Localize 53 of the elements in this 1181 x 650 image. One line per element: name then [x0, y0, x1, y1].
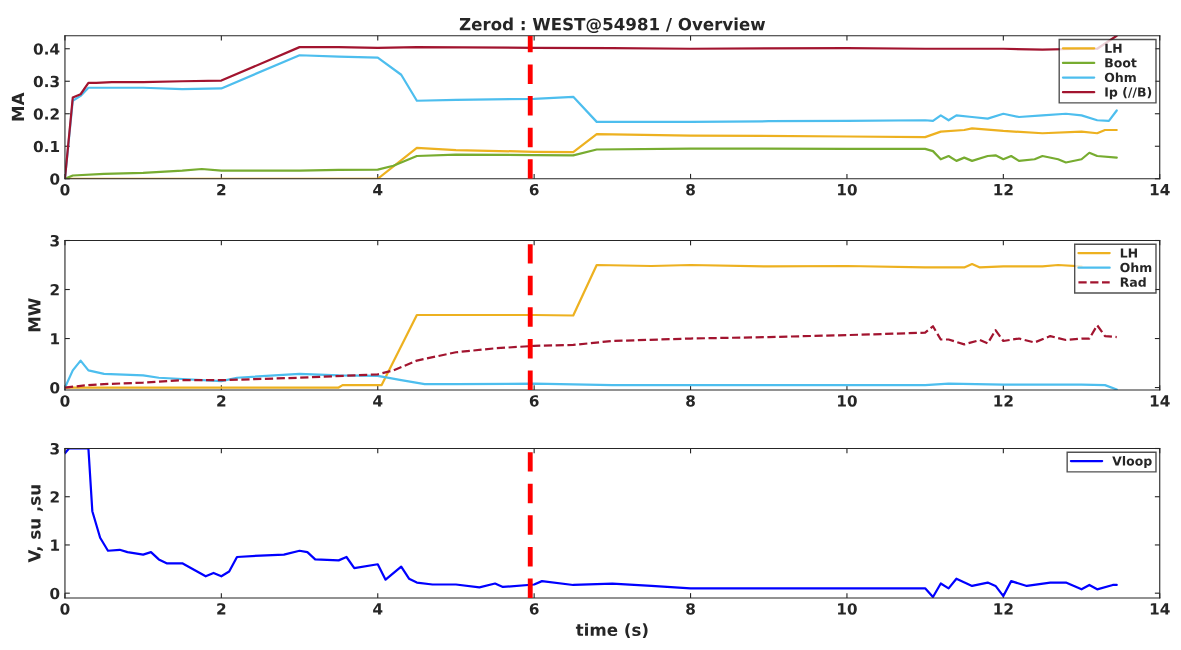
- legend-label: Ip (//B): [1105, 87, 1152, 100]
- x-tick-label: 4: [373, 184, 383, 196]
- y-tick-label: 1: [51, 539, 60, 551]
- legend-label: Ohm: [1104, 72, 1136, 83]
- line-series: [64, 359, 1118, 390]
- x-tick-label: 14: [1150, 603, 1170, 615]
- x-tick-label: 10: [838, 183, 857, 196]
- x-tick-label: 10: [838, 395, 857, 407]
- x-tick-label: 6: [529, 183, 539, 196]
- x-tick-label: 4: [373, 603, 383, 615]
- x-tick-label: 12: [994, 395, 1013, 407]
- y-tick-label: 0: [50, 382, 60, 394]
- x-tick-label: 8: [686, 395, 695, 407]
- legend-label: Vloop: [1112, 456, 1152, 469]
- x-tick-label: 0: [60, 603, 70, 615]
- y-axis-title: V, su ,su: [28, 485, 43, 563]
- x-tick-label: 8: [686, 603, 695, 615]
- x-tick-label: 2: [217, 395, 226, 407]
- x-tick-label: 12: [994, 603, 1013, 615]
- x-tick-label: 0: [60, 395, 70, 407]
- x-tick-label: 4: [373, 395, 383, 407]
- y-tick-label: 3: [50, 442, 59, 455]
- legend-label: Boot: [1105, 58, 1137, 68]
- y-tick-label: 0.2: [33, 108, 59, 120]
- y-tick-label: 0.4: [33, 43, 60, 55]
- x-tick-label: 12: [994, 183, 1013, 196]
- x-tick-label: 6: [529, 603, 539, 615]
- legend-label: LH: [1120, 248, 1137, 258]
- y-tick-label: 0.1: [33, 140, 60, 153]
- y-tick-label: 3: [50, 234, 59, 247]
- legend-label: Ohm: [1120, 262, 1152, 273]
- legend-label: Rad: [1120, 277, 1146, 287]
- legend-label: LH: [1105, 43, 1122, 53]
- y-tick-label: 2: [50, 491, 59, 503]
- x-tick-label: 14: [1150, 395, 1170, 407]
- chart-title: Zerod : WEST@54981 / Overview: [459, 17, 766, 34]
- x-tick-label: 2: [217, 603, 226, 615]
- line-series: [64, 324, 1118, 389]
- y-tick-label: 0.3: [33, 75, 59, 88]
- line-series: [64, 147, 1118, 179]
- x-tick-label: 8: [686, 183, 695, 196]
- y-tick-label: 1: [51, 333, 60, 345]
- x-tick-label: 0: [60, 183, 70, 196]
- y-axis-title: MW: [28, 298, 41, 332]
- y-axis-title: MA: [11, 92, 25, 121]
- x-tick-label: 10: [838, 603, 857, 615]
- y-tick-label: 0: [50, 173, 60, 185]
- y-tick-label: 2: [50, 283, 59, 296]
- x-tick-label: 2: [217, 183, 226, 196]
- x-tick-label: 14: [1150, 184, 1170, 196]
- y-tick-label: 0: [50, 587, 60, 600]
- x-axis-title: time (s): [575, 623, 648, 639]
- x-tick-label: 6: [529, 395, 539, 407]
